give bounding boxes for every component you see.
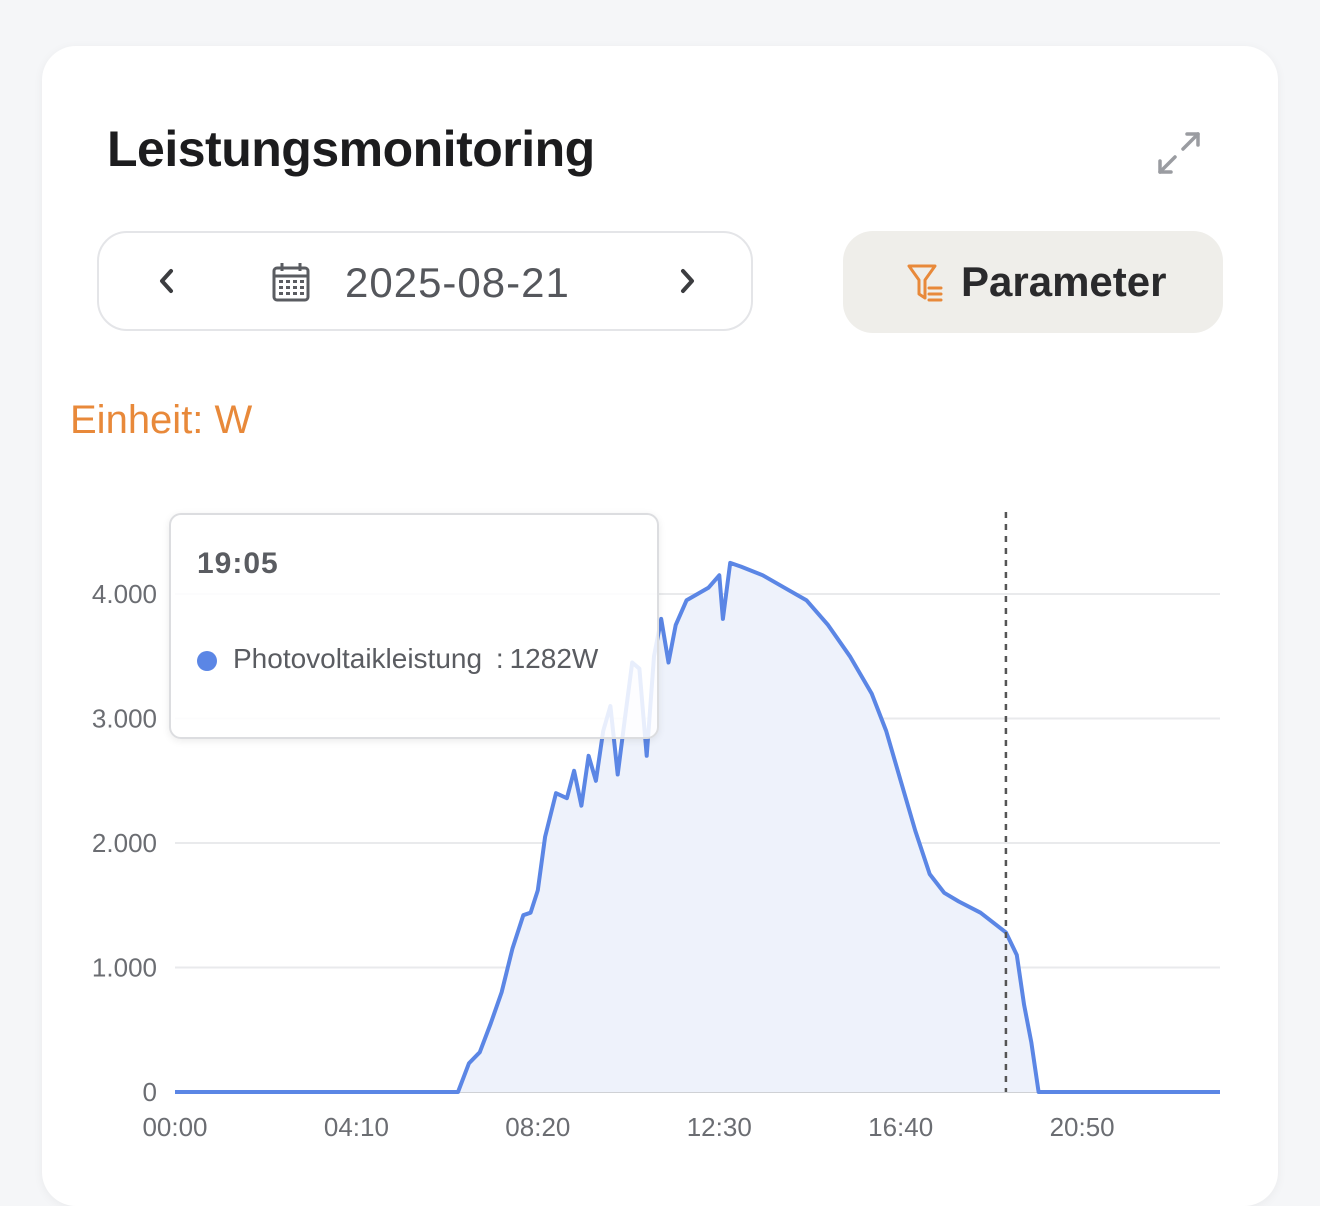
- date-navigator: 2025-08-21: [97, 231, 753, 331]
- x-tick-label: 08:20: [505, 1112, 570, 1142]
- series-area: [175, 562, 1220, 1092]
- tooltip-time: 19:05: [197, 547, 279, 580]
- y-tick-label: 3.000: [92, 704, 157, 734]
- tooltip-value: 1282W: [509, 643, 599, 674]
- y-tick-label: 0: [143, 1077, 157, 1107]
- series-color-dot: [197, 651, 217, 671]
- parameter-label: Parameter: [961, 258, 1167, 305]
- y-tick-label: 2.000: [92, 828, 157, 858]
- x-tick-label: 20:50: [1050, 1112, 1115, 1142]
- chevron-right-icon[interactable]: [665, 259, 709, 303]
- tooltip-row: Photovoltaikleistung :1282W: [233, 643, 598, 675]
- unit-label: Einheit: W: [70, 398, 253, 442]
- selected-date[interactable]: 2025-08-21: [345, 259, 570, 306]
- parameter-button[interactable]: Parameter: [843, 231, 1223, 333]
- x-tick-label: 12:30: [687, 1112, 752, 1142]
- calendar-icon[interactable]: [271, 261, 311, 303]
- x-tick-label: 16:40: [868, 1112, 933, 1142]
- page-title: Leistungsmonitoring: [107, 121, 595, 177]
- chevron-left-icon[interactable]: [145, 259, 189, 303]
- tooltip-series-name: Photovoltaikleistung: [233, 643, 483, 674]
- y-tick-label: 1.000: [92, 953, 157, 983]
- series-line: [175, 560, 1220, 1094]
- x-tick-label: 00:00: [142, 1112, 207, 1142]
- chart-tooltip: 19:05 Photovoltaikleistung :1282W: [169, 513, 659, 739]
- tooltip-separator: :: [495, 643, 504, 674]
- filter-icon: [905, 262, 945, 304]
- expand-arrows-icon[interactable]: [1156, 130, 1202, 176]
- y-tick-label: 4.000: [92, 579, 157, 609]
- x-tick-label: 04:10: [324, 1112, 389, 1142]
